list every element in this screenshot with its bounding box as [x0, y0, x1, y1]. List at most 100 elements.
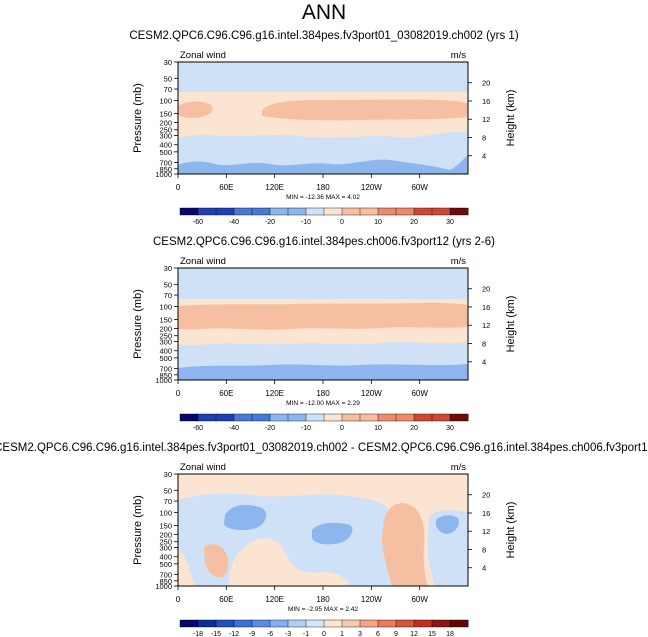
panel-2-colorbar-swatch [431, 413, 451, 422]
panel-2-x-tick-label: 0 [176, 389, 181, 398]
panel-3-x-tick-label: 120E [265, 595, 284, 604]
panel-2-colorbar-label: 20 [410, 425, 418, 432]
panel-3-colorbar-label: 3 [358, 631, 362, 637]
panel-2-colorbar-swatch [449, 413, 469, 422]
panel-3-colorbar-label: -3 [285, 631, 291, 637]
panel-1-height-tick-label: 12 [482, 115, 490, 124]
panel-2-units-label: m/s [451, 256, 467, 267]
panel-3-colorbar-swatch [305, 619, 325, 628]
panel-1-colorbar-label: 30 [446, 219, 454, 226]
panel-2-colorbar-label: -60 [193, 425, 203, 432]
panel-3-colorbar-label: 9 [394, 631, 398, 637]
panel-2-colorbar-swatch [377, 413, 397, 422]
panel-1-colorbar-swatch [431, 207, 451, 216]
panel-1-height-tick-label: 20 [482, 79, 490, 88]
panel-3-colorbar-swatch [269, 619, 289, 628]
panel-2-pressure-tick-label: 50 [164, 280, 172, 289]
panel-3-colorbar-label: -9 [249, 631, 255, 637]
panel-2-colorbar-swatch [305, 413, 325, 422]
panel-2-y-axis-label: Pressure (mb) [132, 289, 144, 359]
panel-3-colorbar-label: 0 [322, 631, 326, 637]
panel-3-pressure-tick-label: 70 [164, 497, 172, 506]
panel-1-title: CESM2.QPC6.C96.C96.g16.intel.384pes.fv3p… [129, 30, 518, 42]
panel-2-pressure-tick-label: 1000 [155, 376, 172, 385]
panel-2-minmax-stats: MIN = -12.00 MAX = 2.29 [286, 400, 360, 407]
panel-1-colorbar-swatch [413, 207, 433, 216]
panel-1-colorbar-swatch [323, 207, 343, 216]
panel-3-pressure-tick-label: 200 [159, 531, 172, 540]
panel-3-x-tick-label: 120W [361, 595, 382, 604]
panel-3-pressure-tick-label: 1000 [155, 582, 172, 591]
panel-3-colorbar-swatch [377, 619, 397, 628]
panel-2-colorbar-swatch [359, 413, 379, 422]
panel-2-pressure-tick-label: 500 [159, 354, 172, 363]
panel-1-y-axis-label: Pressure (mb) [132, 83, 144, 153]
panel-3-field [178, 474, 468, 586]
panel-3-pressure-tick-label: 700 [159, 571, 172, 580]
panel-1-pressure-tick-label: 250 [159, 126, 172, 135]
panel-2-colorbar-label: 30 [446, 425, 454, 432]
panel-2-colorbar-swatch [395, 413, 415, 422]
panel-2-colorbar-label: 10 [374, 425, 382, 432]
panel-1-variable-label: Zonal wind [180, 50, 226, 61]
panel-1-height-tick-label: 8 [482, 133, 486, 142]
panel-2-colorbar-swatch [341, 413, 361, 422]
panel-1-colorbar-swatch [377, 207, 397, 216]
panel-3-variable-label: Zonal wind [180, 462, 226, 473]
panel-2-colorbar-swatch [251, 413, 271, 422]
panel-2-pressure-tick-label: 850 [159, 371, 172, 380]
panel-2-pressure-tick-label: 700 [159, 365, 172, 374]
panel-2-variable-label: Zonal wind [180, 256, 226, 267]
panel-1-colorbar-swatch [305, 207, 325, 216]
page-title: ANN [301, 1, 347, 24]
panel-3-height-tick-label: 20 [482, 491, 490, 500]
panel-3-colorbar-label: 15 [428, 631, 436, 637]
panel-2-colorbar-swatch [269, 413, 289, 422]
panel-3-colorbar-label: 1 [340, 631, 344, 637]
p3-neg-core-center [312, 522, 353, 545]
panel-1-pressure-tick-label: 1000 [155, 170, 172, 179]
panel-3-colorbar-label: -1 [303, 631, 309, 637]
panel-2-x-tick-label: 120E [265, 389, 284, 398]
panel-3-colorbar-swatch [395, 619, 415, 628]
panel-1-pressure-tick-label: 700 [159, 159, 172, 168]
panel-1-units-label: m/s [451, 50, 467, 61]
panel-1-colorbar-label: 10 [374, 219, 382, 226]
panel-3-colorbar-swatch [179, 619, 199, 628]
panel-2-pressure-tick-label: 150 [159, 315, 172, 324]
panel-2-field [178, 268, 468, 380]
panel-1-pressure-tick-label: 400 [159, 141, 172, 150]
panel-3-pressure-tick-label: 50 [164, 486, 172, 495]
panel-1-pressure-tick-label: 100 [159, 96, 172, 105]
p3-neg-core-right [435, 515, 459, 534]
panel-2-pressure-tick-label: 200 [159, 325, 172, 334]
p3-neg-band-right [427, 510, 468, 586]
panel-2-y-axis-label-right: Height (km) [505, 296, 517, 353]
panel-3-colorbar-swatch [323, 619, 343, 628]
panel-1-colorbar-label: -10 [301, 219, 311, 226]
panel-3-colorbar-swatch [251, 619, 271, 628]
panel-2-pressure-tick-label: 70 [164, 291, 172, 300]
panel-3-x-tick-label: 60E [219, 595, 233, 604]
panel-1-colorbar-swatch [359, 207, 379, 216]
panel-3-minmax-stats: MIN = -2.95 MAX = 2.42 [288, 606, 358, 613]
panel-1-pressure-tick-label: 50 [164, 74, 172, 83]
p1-region-jet-west [178, 101, 213, 118]
panel-3-height-tick-label: 12 [482, 527, 490, 536]
panel-2-height-tick-label: 20 [482, 285, 490, 294]
panel-2-pressure-tick-label: 30 [164, 264, 172, 273]
p2-region-jet [178, 302, 468, 330]
panel-2-colorbar-swatch [287, 413, 307, 422]
panel-3-pressure-tick-label: 150 [159, 521, 172, 530]
panel-1-field [178, 62, 468, 174]
panel-3-y-axis-label-right: Height (km) [505, 502, 517, 559]
panel-1-minmax-stats: MIN = -12.36 MAX = 4.02 [286, 194, 360, 201]
p3-pos-core-west [204, 544, 229, 578]
panel-2-height-tick-label: 16 [482, 303, 490, 312]
panel-1-height-tick-label: 4 [482, 152, 486, 161]
p2-region-low-negative [178, 364, 468, 380]
panel-1-colorbar-swatch [215, 207, 235, 216]
panel-3-colorbar-label: 6 [376, 631, 380, 637]
p1-region-low-negative [178, 155, 468, 174]
panel-3-colorbar-label: 18 [446, 631, 454, 637]
